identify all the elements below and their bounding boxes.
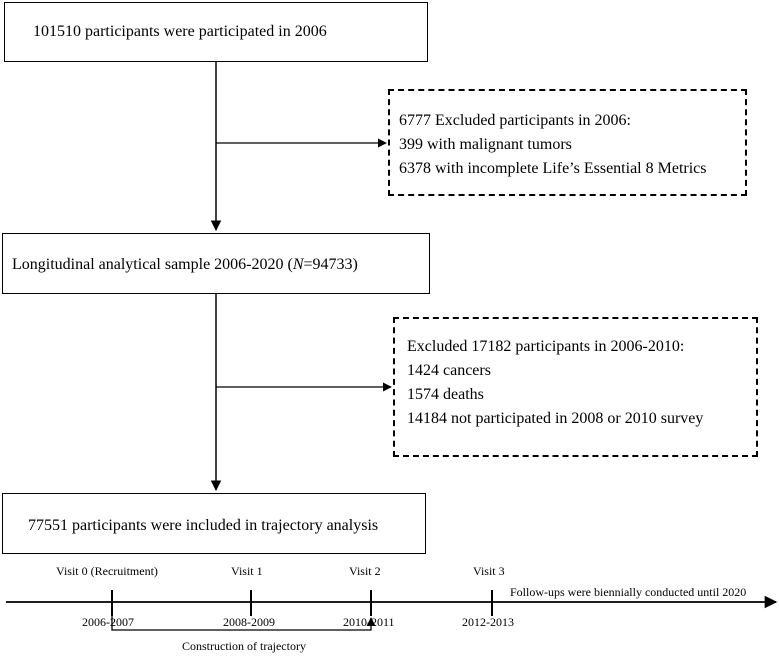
exclusion-2006-line: 6777 Excluded participants in 2006:	[399, 112, 631, 129]
exclusion-2006-2010-line: 1424 cancers	[407, 362, 491, 379]
sample-suffix: =94733)	[303, 256, 358, 273]
sample-n-symbol: N	[292, 256, 304, 273]
exclusion-2006-2010-line: Excluded 17182 participants in 2006-2010…	[407, 338, 685, 355]
visit-2-label: Visit 2	[349, 564, 381, 578]
box-longitudinal-sample-text: Longitudinal analytical sample 2006-2020…	[12, 257, 358, 273]
exclusion-2006-line: 6378 with incomplete Life’s Essential 8 …	[399, 160, 707, 177]
exclusion-2006-2010-lines: Excluded 17182 participants in 2006-2010…	[407, 335, 703, 431]
visit-1-label: Visit 1	[231, 564, 263, 578]
sample-prefix: Longitudinal analytical sample 2006-2020…	[12, 256, 293, 273]
box-initial-participants-text: 101510 participants were participated in…	[33, 23, 327, 40]
exclusion-box-2006-2010: Excluded 17182 participants in 2006-2010…	[393, 317, 758, 457]
exclusion-box-2006: 6777 Excluded participants in 2006: 399 …	[388, 89, 747, 196]
bracket-label: Construction of trajectory	[182, 639, 306, 653]
box-trajectory-analysis-text: 77551 participants were included in traj…	[28, 517, 379, 534]
box-trajectory-analysis: 77551 participants were included in traj…	[2, 493, 426, 554]
visit-3-label: Visit 3	[473, 564, 505, 578]
visit-3-period: 2012-2013	[462, 615, 514, 629]
exclusion-2006-lines: 6777 Excluded participants in 2006: 399 …	[399, 109, 707, 181]
visit-0-label: Visit 0 (Recruitment)	[56, 564, 158, 578]
followup-text: Follow-ups were biennially conducted unt…	[510, 585, 747, 599]
exclusion-2006-2010-line: 14184 not participated in 2008 or 2010 s…	[407, 410, 704, 427]
exclusion-2006-2010-line: 1574 deaths	[407, 386, 484, 403]
trajectory-bracket	[111, 616, 376, 631]
box-initial-participants: 101510 participants were participated in…	[4, 2, 428, 62]
visit-2-period: 2010-2011	[343, 615, 395, 629]
box-longitudinal-sample: Longitudinal analytical sample 2006-2020…	[2, 233, 430, 294]
visit-0-period: 2006-2007	[82, 615, 134, 629]
exclusion-2006-line: 399 with malignant tumors	[399, 136, 572, 153]
visit-1-period: 2008-2009	[223, 615, 275, 629]
